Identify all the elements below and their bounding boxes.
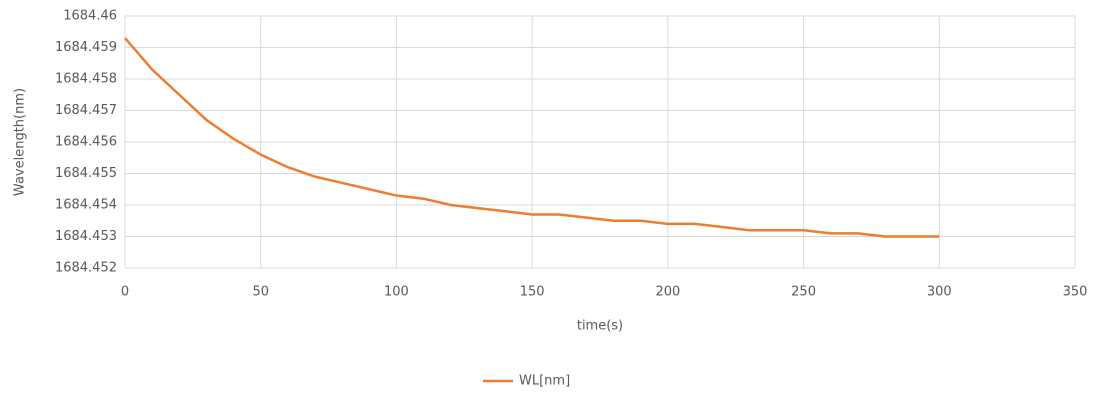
line-series — [124, 37, 940, 238]
x-tick-label: 300 — [927, 285, 952, 300]
y-tick-label: 1684.452 — [55, 261, 117, 276]
x-tick-label: 100 — [384, 285, 409, 300]
x-tick-label: 250 — [791, 285, 816, 300]
y-tick-label: 1684.46 — [63, 9, 117, 24]
y-tick-label: 1684.455 — [55, 166, 117, 181]
y-tick-label: 1684.454 — [55, 198, 117, 213]
x-axis-label: time(s) — [577, 319, 623, 334]
y-tick-label: 1684.456 — [55, 135, 117, 150]
y-tick-label: 1684.453 — [55, 229, 117, 244]
x-tick-label: 0 — [121, 285, 129, 300]
legend-label: WL[nm] — [519, 374, 570, 389]
x-tick-label: 350 — [1063, 285, 1088, 300]
x-tick-label: 150 — [520, 285, 545, 300]
y-tick-label: 1684.458 — [55, 72, 117, 87]
x-tick-label: 200 — [655, 285, 680, 300]
y-axis-label: Wavelength(nm) — [13, 88, 28, 196]
y-tick-label: 1684.457 — [55, 103, 117, 118]
x-tick-label: 50 — [252, 285, 269, 300]
y-tick-label: 1684.459 — [55, 40, 117, 55]
